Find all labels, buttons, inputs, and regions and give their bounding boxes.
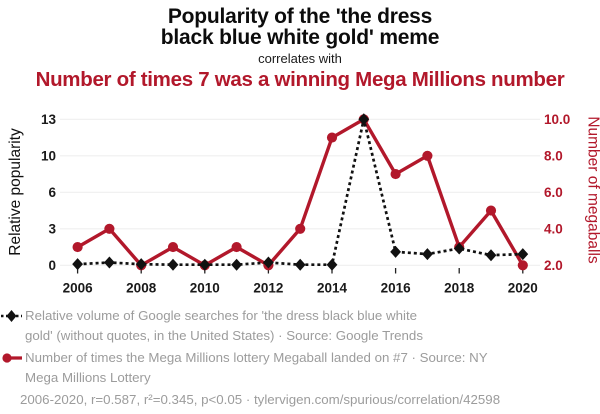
series-marker-megaballs xyxy=(104,223,115,234)
stats-footer: 2006-2020, r=0.587, r²=0.345, p<0.05 · t… xyxy=(20,392,501,407)
series-marker-google-trends xyxy=(390,245,401,258)
y-left-tick-label: 0 xyxy=(48,258,56,273)
x-axis-tick-label: 2020 xyxy=(508,281,538,296)
title-line-1: Popularity of the 'the dress xyxy=(167,5,433,28)
chart-title: Popularity of the 'the dress black blue … xyxy=(0,6,600,48)
y-right-axis-title: Number of megaballs xyxy=(585,116,600,264)
correlated-variable-title: Number of times 7 was a winning Mega Mil… xyxy=(35,68,565,91)
series-marker-megaballs xyxy=(326,132,338,143)
x-axis-tick-label: 2010 xyxy=(190,281,220,296)
y-right-tick-label: 2.0 xyxy=(544,258,563,273)
series-marker-google-trends xyxy=(167,258,179,271)
y-right-tick-label: 4.0 xyxy=(544,222,563,237)
title-line-2: black blue white gold' meme xyxy=(160,26,440,49)
series-marker-megaballs xyxy=(485,205,497,216)
series-marker-megaballs xyxy=(390,168,401,180)
line-chart-plot: 2006 2008 2010 2012 2014 2016 2018 2020 13 10 6 3 0 1… xyxy=(7,112,600,296)
series-marker-google-trends xyxy=(358,113,370,126)
x-axis-tick-label: 2008 xyxy=(126,281,157,296)
series-marker-google-trends xyxy=(135,258,147,271)
series-marker-google-trends xyxy=(199,258,211,271)
series-marker-google-trends xyxy=(422,248,433,261)
series-marker-google-trends xyxy=(294,258,306,271)
y-left-axis-title: Relative popularity xyxy=(7,128,24,256)
y-left-tick-label: 13 xyxy=(41,112,57,127)
legend-line: Relative volume of Google searches for '… xyxy=(25,308,418,323)
x-axis-tick-label: 2018 xyxy=(444,281,475,296)
y-left-tick-label: 6 xyxy=(48,185,56,200)
series-marker-megaballs xyxy=(167,241,179,253)
series-marker-google-trends xyxy=(326,258,338,271)
correlates-with-label: correlates with xyxy=(258,51,342,66)
legend-item-google-trends: Relative volume of Google searches for '… xyxy=(0,306,600,346)
series-marker-megaballs xyxy=(72,241,83,253)
series-marker-google-trends xyxy=(517,248,529,261)
x-axis-tick-label: 2006 xyxy=(63,281,94,296)
x-axis-tick-label: 2016 xyxy=(381,281,412,296)
series-marker-megaballs xyxy=(231,241,242,253)
red-circle-line-icon xyxy=(2,353,22,363)
y-right-tick-label: 10.0 xyxy=(544,112,570,127)
legend-text-megaballs: Number of times the Mega Millions lotter… xyxy=(25,348,600,388)
legend-line: Mega Millions Lottery xyxy=(25,370,151,385)
x-axis-tick-label: 2014 xyxy=(317,281,348,296)
y-right-tick-label: 8.0 xyxy=(544,149,563,164)
y-right-tick-label: 6.0 xyxy=(544,185,563,200)
series-marker-google-trends xyxy=(453,242,465,255)
series-marker-megaballs xyxy=(517,260,528,271)
legend-line: Number of times the Mega Millions lotter… xyxy=(25,350,488,365)
legend-line: gold' (without quotes, in the United Sta… xyxy=(25,328,423,343)
series-marker-google-trends xyxy=(231,258,242,271)
x-axis-tick-label: 2012 xyxy=(253,281,283,296)
series-marker-megaballs xyxy=(422,150,433,161)
black-diamond-dashed-icon xyxy=(1,310,22,322)
y-left-tick-label: 3 xyxy=(48,222,56,237)
series-marker-google-trends xyxy=(72,258,83,271)
series-marker-google-trends xyxy=(485,249,497,262)
legend-item-megaballs: Number of times the Mega Millions lotter… xyxy=(0,348,600,388)
legend-text-google-trends: Relative volume of Google searches for '… xyxy=(25,306,600,346)
y-left-tick-label: 10 xyxy=(41,149,56,164)
series-marker-google-trends xyxy=(104,256,115,269)
series-marker-megaballs xyxy=(295,223,306,234)
series-marker-google-trends xyxy=(263,256,274,269)
legend: Relative volume of Google searches for '… xyxy=(0,306,600,410)
